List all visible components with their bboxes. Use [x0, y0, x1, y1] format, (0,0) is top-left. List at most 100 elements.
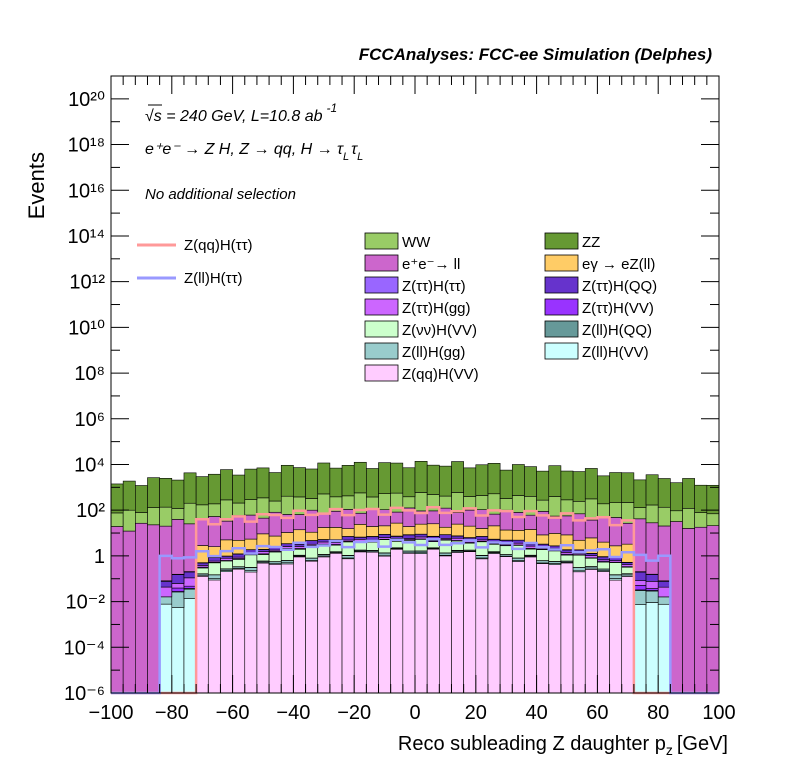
- bar-6-39: [584, 555, 598, 559]
- legend-label: Z(ll)H(ττ): [184, 270, 243, 287]
- bar-1-4: [159, 603, 173, 694]
- bar-9-23: [390, 522, 404, 537]
- bar-11-2: [135, 512, 148, 524]
- bar-1-5: [171, 607, 185, 694]
- bar-11-35: [536, 499, 550, 512]
- bar-2-33: [511, 557, 525, 561]
- bar-4-15: [293, 548, 306, 556]
- legend-label: Z(ll)H(gg): [402, 344, 465, 361]
- x-axis: −100 −80 −60 −40 −20 0 20 40 60 80 100: [88, 76, 736, 724]
- bar-10-5: [171, 519, 185, 575]
- bar-11-10: [232, 502, 246, 516]
- bar-10-1: [122, 530, 136, 694]
- bar-7-5: [171, 574, 185, 584]
- legend-label: Z(ττ)H(ττ): [402, 278, 466, 295]
- bar-7-45: [657, 581, 671, 588]
- bar-4-26: [426, 541, 440, 549]
- bar-5-5: [171, 587, 185, 592]
- bar-9-24: [402, 526, 416, 535]
- bar-2-19: [341, 555, 355, 559]
- bar-0-27: [439, 555, 452, 694]
- bar-7-27: [439, 534, 452, 539]
- bar-2-14: [280, 560, 294, 564]
- x-axis-title: Reco subleading Z daughter pz [GeV]: [398, 733, 728, 758]
- bar-10-31: [487, 513, 501, 527]
- bar-9-13: [268, 535, 282, 547]
- bar-10-18: [329, 510, 343, 528]
- y-tick-label: 1: [94, 546, 105, 568]
- bar-11-6: [183, 502, 197, 525]
- x-axis-title-sub: z: [666, 742, 673, 758]
- bar-11-28: [451, 492, 464, 513]
- bar-11-11: [244, 499, 258, 516]
- bar-12-33: [511, 464, 525, 496]
- legend-label: Z(ττ)H(gg): [402, 300, 471, 317]
- bar-6-43: [633, 580, 647, 586]
- bar-7-33: [511, 539, 525, 544]
- legend-swatch: [544, 342, 579, 360]
- bar-10-43: [633, 518, 647, 572]
- bar-11-48: [694, 512, 708, 528]
- bar-7-25: [414, 534, 428, 538]
- x-axis-title-main: Reco subleading Z daughter p: [398, 733, 666, 755]
- x-tick-label: −80: [155, 702, 189, 724]
- bar-6-44: [645, 581, 659, 589]
- bar-9-21: [366, 526, 379, 537]
- y-axis: 10⁻⁶ 10⁻⁴ 10⁻² 1 10² 10⁴ 10⁶ 10⁸ 10¹⁰ 10¹² 10¹⁴ 10¹…: [64, 75, 719, 705]
- bar-10-40: [597, 516, 610, 543]
- bar-2-11: [244, 567, 258, 571]
- bar-12-6: [183, 472, 197, 504]
- bar-10-41: [609, 517, 623, 547]
- bar-11-1: [122, 509, 136, 532]
- bar-2-35: [536, 560, 550, 564]
- bar-12-24: [402, 467, 416, 498]
- bar-10-7: [195, 519, 209, 546]
- bar-4-23: [390, 540, 404, 549]
- bar-6-42: [621, 564, 635, 567]
- bar-12-23: [390, 462, 404, 494]
- bar-9-7: [195, 545, 209, 563]
- bar-6-6: [183, 577, 197, 587]
- bar-7-7: [195, 562, 209, 566]
- bar-4-40: [597, 561, 610, 570]
- bar-4-13: [268, 551, 282, 562]
- bar-11-30: [475, 495, 489, 510]
- bar-4-41: [609, 562, 623, 575]
- bar-0-37: [560, 562, 574, 694]
- legend-label: WW: [402, 234, 431, 251]
- bar-2-30: [475, 555, 489, 559]
- bar-6-45: [657, 586, 671, 598]
- legend-label: Z(ll)H(QQ): [582, 322, 652, 339]
- bar-12-38: [572, 471, 586, 502]
- y-tick-label: 10¹⁴: [68, 226, 106, 248]
- bar-0-28: [451, 552, 464, 694]
- bar-9-18: [329, 527, 343, 540]
- legend-swatch: [364, 342, 399, 360]
- bar-0-10: [232, 568, 246, 694]
- bar-11-8: [207, 503, 221, 517]
- x-tick-label: 60: [586, 702, 608, 724]
- bar-9-17: [317, 527, 331, 540]
- bar-6-9: [220, 557, 233, 561]
- bar-12-45: [657, 478, 671, 508]
- energy-sup: -1: [327, 101, 338, 115]
- bar-10-48: [694, 526, 708, 694]
- bar-11-4: [159, 506, 173, 527]
- bar-11-19: [341, 495, 355, 510]
- bar-0-35: [536, 563, 550, 694]
- bar-9-32: [499, 529, 513, 541]
- bar-0-30: [475, 558, 489, 694]
- bar-11-46: [670, 510, 683, 522]
- bar-4-10: [232, 559, 246, 567]
- bar-12-22: [378, 462, 391, 494]
- y-tick-label: 10¹⁸: [68, 135, 105, 157]
- bar-12-49: [706, 484, 720, 515]
- bar-10-2: [135, 522, 148, 694]
- signal-line-0: [111, 506, 719, 695]
- bar-11-33: [511, 495, 525, 513]
- bar-11-13: [268, 500, 282, 513]
- bar-2-44: [645, 590, 659, 603]
- bar-0-26: [426, 548, 440, 694]
- legend-label: eγ → eZ(ll): [582, 256, 655, 273]
- legend-label: ZZ: [582, 234, 600, 251]
